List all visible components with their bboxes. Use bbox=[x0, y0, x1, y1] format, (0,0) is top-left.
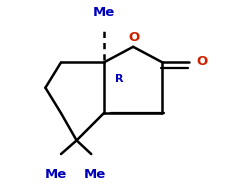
Text: Me: Me bbox=[93, 6, 115, 20]
Text: R: R bbox=[115, 74, 123, 84]
Text: Me: Me bbox=[84, 168, 106, 181]
Text: Me: Me bbox=[45, 168, 67, 181]
Text: O: O bbox=[129, 31, 140, 44]
Text: O: O bbox=[196, 55, 208, 68]
